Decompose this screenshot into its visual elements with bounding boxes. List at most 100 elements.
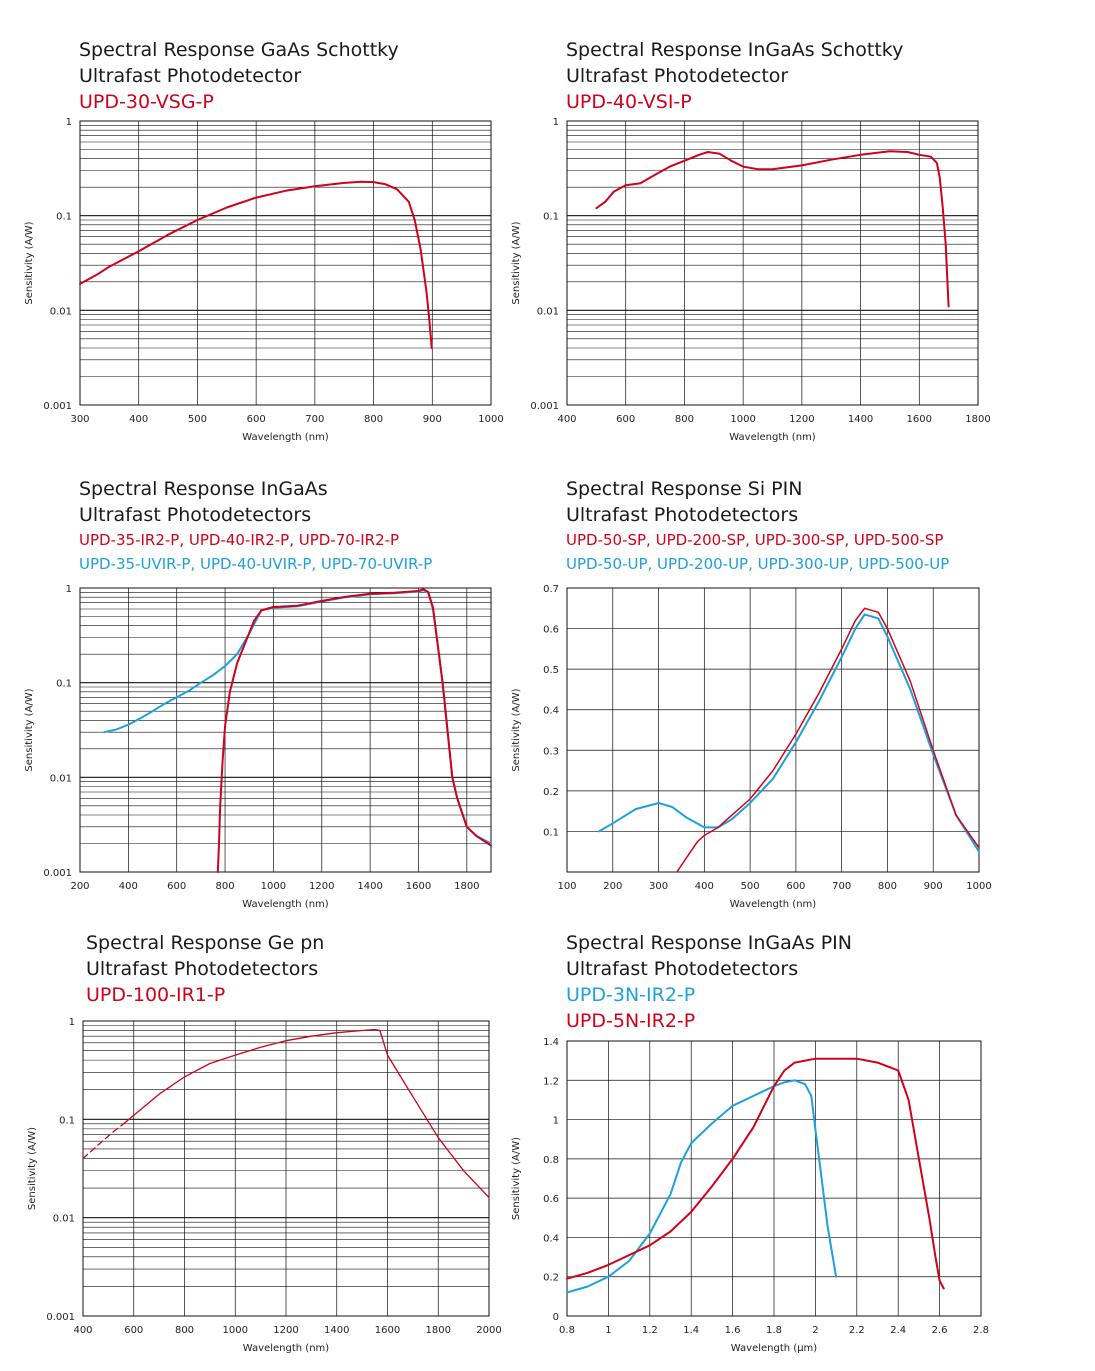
title-line-model: UPD-40-VSI-P: [566, 91, 692, 113]
x-tick-label: 1000: [261, 881, 286, 892]
x-tick-label: 2.8: [973, 1325, 989, 1336]
chart-title: Spectral Response InGaAs Schottky Ultraf…: [566, 37, 903, 115]
x-tick-label: 0.8: [559, 1325, 575, 1336]
title-line: Spectral Response InGaAs PIN: [566, 932, 852, 954]
title-line-model: UPD-100-IR1-P: [86, 984, 226, 1006]
x-tick-label: 600: [247, 414, 266, 425]
y-axis-label: Sensitivity (A/W): [511, 1137, 522, 1220]
title-line-model-red: UPD-5N-IR2-P: [566, 1010, 696, 1032]
y-tick-label: 0.5: [543, 665, 559, 676]
x-tick-label: 800: [878, 881, 897, 892]
plot-frame: [82, 1020, 490, 1317]
x-tick-label: 1.6: [725, 1325, 741, 1336]
plot-frame: [79, 587, 492, 873]
y-tick-label: 0.3: [543, 746, 559, 757]
series-line-1: [216, 588, 492, 873]
y-axis-label: Sensitivity (A/W): [511, 688, 522, 771]
x-tick-label: 2.2: [849, 1325, 865, 1336]
series-line-1: [566, 1057, 945, 1290]
x-tick-label: 800: [364, 414, 383, 425]
title-line: Spectral Response InGaAs: [79, 478, 328, 500]
x-tick-label: 700: [832, 881, 851, 892]
y-tick-label: 0.01: [50, 306, 72, 317]
x-tick-label: 2: [812, 1325, 818, 1336]
x-tick-label: 1800: [965, 414, 990, 425]
title-line: Ultrafast Photodetectors: [86, 958, 319, 980]
title-line: Spectral Response Ge pn: [86, 932, 325, 954]
x-tick-label: 800: [675, 414, 694, 425]
chart-title: Spectral Response InGaAs Ultrafast Photo…: [79, 476, 432, 576]
title-line-model: UPD-30-VSG-P: [79, 91, 214, 113]
x-tick-label: 800: [216, 881, 235, 892]
y-tick-label: 0.01: [53, 1214, 75, 1225]
x-tick-label: 2000: [476, 1325, 501, 1336]
x-axis-label: Wavelength (nm): [729, 432, 815, 443]
plot-frame: [566, 120, 979, 406]
y-tick-label: 0.7: [543, 584, 559, 595]
chart-title: Spectral Response Ge pn Ultrafast Photod…: [86, 930, 324, 1008]
series-line-0: [595, 150, 950, 308]
x-tick-label: 600: [124, 1325, 143, 1336]
x-tick-label: 1400: [848, 414, 873, 425]
x-tick-label: 500: [741, 881, 760, 892]
x-axis-label: Wavelength (nm): [242, 432, 328, 443]
x-tick-label: 100: [557, 881, 576, 892]
y-axis-label: Sensitivity (A/W): [27, 1127, 38, 1210]
x-tick-label: 1000: [730, 414, 755, 425]
y-tick-label: 0.2: [543, 787, 559, 798]
x-tick-label: 900: [423, 414, 442, 425]
x-axis-label: Wavelength (nm): [243, 1343, 329, 1354]
x-tick-label: 1.8: [766, 1325, 782, 1336]
x-tick-label: 600: [167, 881, 186, 892]
y-tick-label: 0.1: [543, 827, 559, 838]
x-tick-label: 300: [649, 881, 668, 892]
series-line-0: [79, 180, 433, 349]
x-tick-label: 700: [305, 414, 324, 425]
title-line-model-red: UPD-35-IR2-P, UPD-40-IR2-P, UPD-70-IR2-P: [79, 531, 400, 549]
series-line-1: [122, 1028, 490, 1199]
x-tick-label: 400: [73, 1325, 92, 1336]
title-line: Spectral Response InGaAs Schottky: [566, 39, 904, 61]
x-tick-label: 400: [695, 881, 714, 892]
title-line-model-blue: UPD-50-UP, UPD-200-UP, UPD-300-UP, UPD-5…: [566, 555, 950, 573]
x-tick-label: 400: [119, 881, 138, 892]
x-tick-label: 1800: [454, 881, 479, 892]
y-tick-label: 0.001: [43, 868, 72, 879]
y-tick-label: 1: [69, 1017, 75, 1028]
plot-frame: [566, 1040, 982, 1317]
x-tick-label: 1: [605, 1325, 611, 1336]
y-tick-label: 0: [553, 1312, 559, 1323]
x-tick-label: 900: [924, 881, 943, 892]
x-tick-label: 1200: [273, 1325, 298, 1336]
y-tick-label: 0.4: [543, 1233, 559, 1244]
y-tick-label: 0.1: [56, 212, 72, 223]
x-tick-label: 1000: [478, 414, 503, 425]
title-line: Ultrafast Photodetectors: [566, 958, 799, 980]
chart-title: Spectral Response Si PIN Ultrafast Photo…: [566, 476, 949, 576]
y-tick-label: 1: [553, 117, 559, 128]
x-tick-label: 1400: [324, 1325, 349, 1336]
y-tick-label: 0.001: [46, 1312, 75, 1323]
x-tick-label: 200: [70, 881, 89, 892]
x-tick-label: 400: [557, 414, 576, 425]
y-tick-label: 1: [553, 1116, 559, 1127]
title-line: Ultrafast Photodetector: [79, 65, 302, 87]
x-tick-label: 1600: [907, 414, 932, 425]
series-line-0: [598, 613, 980, 853]
x-tick-label: 600: [616, 414, 635, 425]
x-tick-label: 1.2: [642, 1325, 658, 1336]
y-tick-label: 0.01: [537, 306, 559, 317]
y-tick-label: 0.01: [50, 773, 72, 784]
x-tick-label: 1000: [966, 881, 991, 892]
x-tick-label: 1600: [375, 1325, 400, 1336]
y-tick-label: 1: [66, 584, 72, 595]
x-tick-label: 1400: [357, 881, 382, 892]
x-tick-label: 1200: [309, 881, 334, 892]
x-axis-label: Wavelength (nm): [730, 899, 816, 910]
x-axis-label: Wavelength (µm): [731, 1343, 818, 1354]
chart-title: Spectral Response InGaAs PIN Ultrafast P…: [566, 930, 852, 1034]
plot-frame: [566, 587, 980, 873]
